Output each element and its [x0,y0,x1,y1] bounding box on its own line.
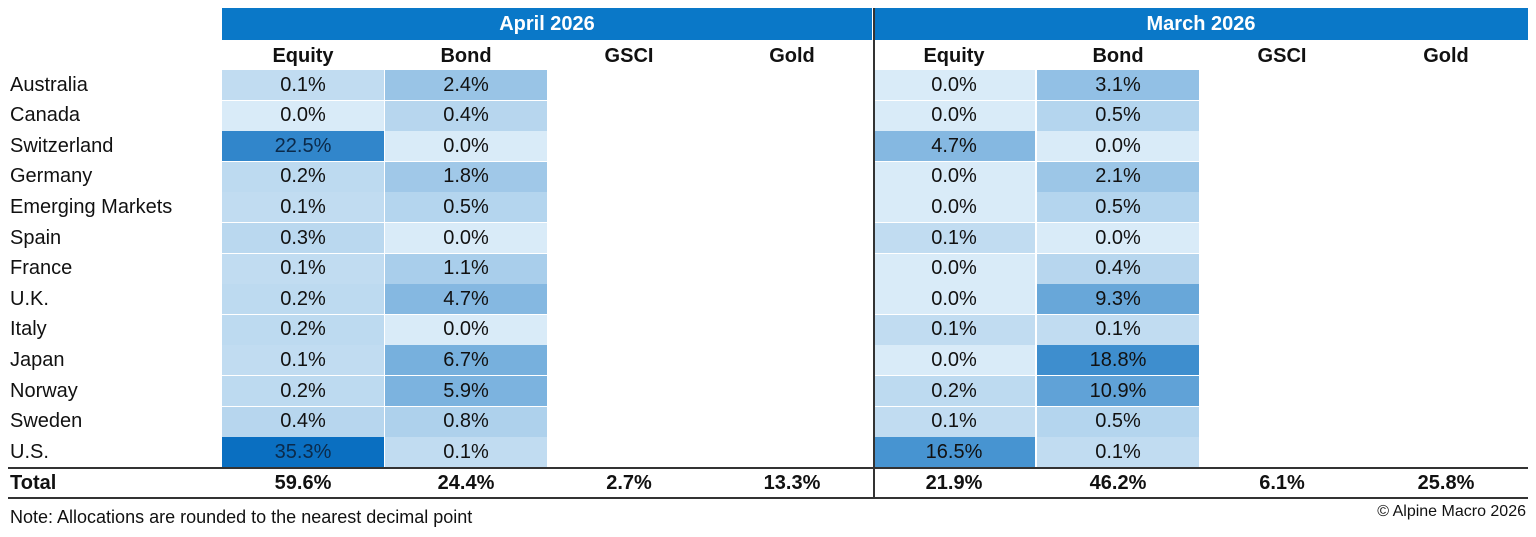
cell: 0.0% [873,284,1035,315]
cell: 0.0% [1037,131,1199,162]
column-header: Gold [1423,44,1469,67]
cell: 0.5% [1037,100,1199,131]
column-header: Bond [1092,44,1144,67]
cell: 35.3% [222,437,384,468]
row-label: France [10,257,73,280]
total-value: 24.4% [437,472,495,494]
cell: 0.1% [385,437,547,468]
total-value: 46.2% [1089,472,1147,494]
row-label: Spain [10,226,62,249]
cell: 0.0% [222,100,384,131]
cell: 0.4% [385,100,547,131]
credit: © Alpine Macro 2026 [1377,503,1526,520]
cell: 0.2% [222,284,384,315]
cell: 9.3% [1037,284,1199,315]
cell: 0.1% [873,223,1035,253]
cell: 0.0% [873,253,1035,284]
column-header: GSCI [604,44,654,67]
cell: 0.0% [873,100,1035,131]
cell: 0.4% [1037,253,1199,284]
cell: 4.7% [385,284,547,315]
row-label: Japan [10,348,65,371]
group-header: April 2026 [222,8,872,40]
cell: 0.0% [1037,223,1199,253]
cell: 16.5% [873,437,1035,468]
cell: 0.2% [222,376,384,406]
row-label: Germany [10,165,93,188]
group-header: March 2026 [874,8,1528,40]
cell: 0.0% [873,161,1035,192]
cell: 5.9% [385,376,547,406]
rule [8,467,1528,469]
cell: 0.1% [1037,437,1199,468]
cell: 0.1% [222,345,384,376]
column-header: GSCI [1257,44,1307,67]
row-label: Australia [10,73,88,96]
column-header: Gold [769,44,815,67]
cell: 1.1% [385,253,547,284]
cell: 3.1% [1037,70,1199,100]
cell: 0.1% [1037,314,1199,345]
cell: 0.0% [873,70,1035,100]
total-value: 2.7% [606,472,652,494]
cell: 6.7% [385,345,547,376]
cell: 0.0% [385,223,547,253]
cell: 0.4% [222,406,384,437]
cell: 0.1% [873,314,1035,345]
total-value: 21.9% [925,472,983,494]
row-label: Canada [10,104,81,127]
column-header: Equity [923,44,985,67]
cell: 0.1% [222,192,384,223]
cell: 4.7% [873,131,1035,162]
cell: 0.5% [385,192,547,223]
cell: 0.0% [873,345,1035,376]
footnote: Note: Allocations are rounded to the nea… [10,506,473,527]
total-value: 6.1% [1259,472,1305,494]
cell: 1.8% [385,161,547,192]
cell: 0.3% [222,223,384,253]
cell: 0.1% [222,70,384,100]
cell: 0.1% [873,406,1035,437]
total-value: 13.3% [763,472,821,494]
cell: 0.8% [385,406,547,437]
cell: 22.5% [222,131,384,162]
row-label: Switzerland [10,134,114,157]
total-value: 59.6% [274,472,332,494]
column-header: Bond [440,44,492,67]
total-label: Total [10,472,57,494]
row-label: Norway [10,379,78,402]
column-header: Equity [272,44,334,67]
cell: 0.2% [222,314,384,345]
row-label: Emerging Markets [10,195,173,218]
cell: 2.1% [1037,161,1199,192]
cell: 0.2% [873,376,1035,406]
row-label: Italy [10,318,47,341]
cell: 0.1% [222,253,384,284]
row-label: Sweden [10,410,83,433]
cell: 0.5% [1037,192,1199,223]
cell: 0.0% [873,192,1035,223]
cell: 2.4% [385,70,547,100]
rule [8,497,1528,499]
cell: 0.5% [1037,406,1199,437]
cell: 0.2% [222,161,384,192]
cell: 10.9% [1037,376,1199,406]
row-label: U.K. [10,287,49,310]
row-label: U.S. [10,440,49,463]
cell: 0.0% [385,131,547,162]
total-value: 25.8% [1417,472,1475,494]
divider [873,8,875,498]
cell: 18.8% [1037,345,1199,376]
cell: 0.0% [385,314,547,345]
